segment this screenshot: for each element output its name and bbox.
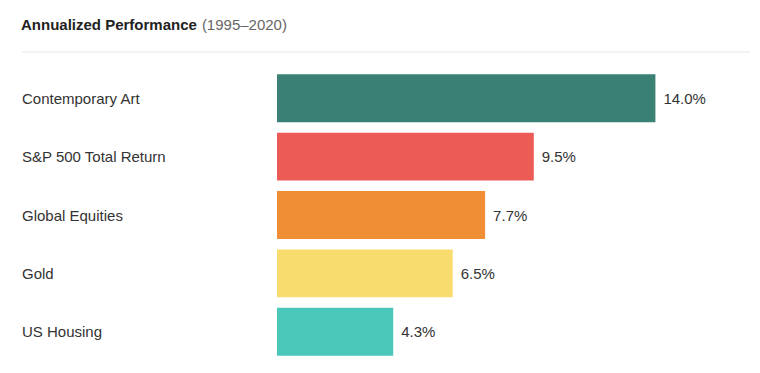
svg-text:4.3%: 4.3%: [401, 323, 435, 340]
svg-text:7.7%: 7.7%: [493, 207, 527, 224]
svg-text:6.5%: 6.5%: [461, 265, 495, 282]
svg-text:US Housing: US Housing: [22, 323, 102, 340]
svg-text:Annualized Performance: Annualized Performance: [21, 16, 197, 33]
svg-text:Gold: Gold: [22, 265, 54, 282]
svg-text:Global Equities: Global Equities: [22, 207, 123, 224]
svg-text:S&P 500 Total Return: S&P 500 Total Return: [22, 148, 166, 165]
svg-text:9.5%: 9.5%: [542, 148, 576, 165]
svg-text:Contemporary Art: Contemporary Art: [22, 90, 140, 107]
svg-text:14.0%: 14.0%: [663, 90, 706, 107]
svg-text:(1995–2020): (1995–2020): [202, 16, 287, 33]
